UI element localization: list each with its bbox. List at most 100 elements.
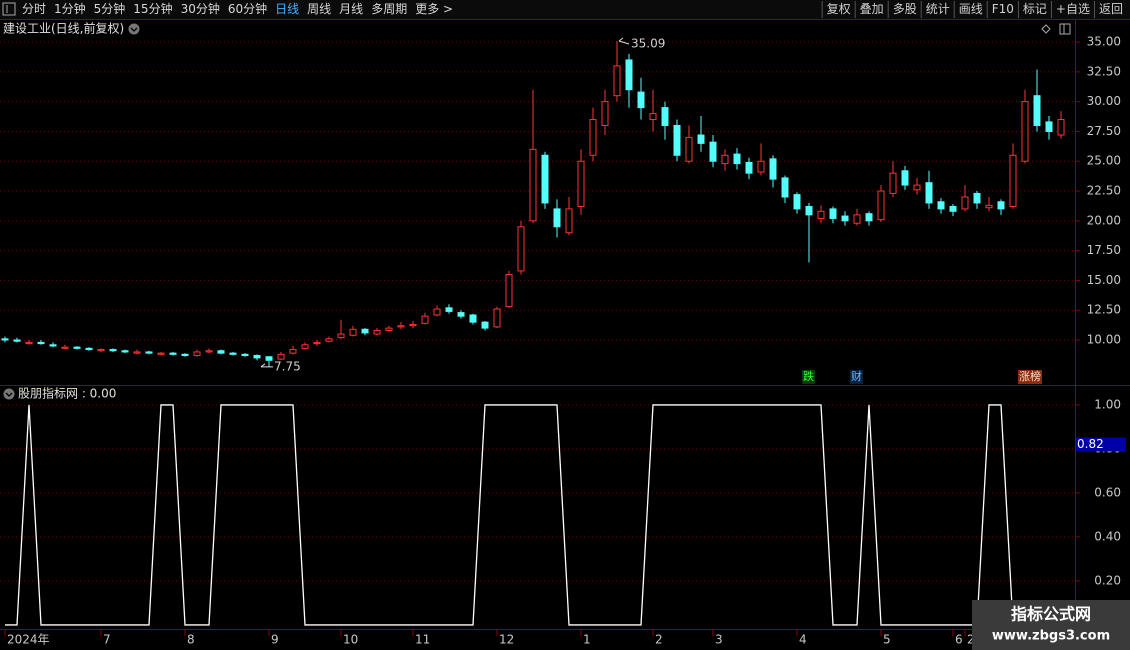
event-tag-bg (850, 370, 863, 384)
toolbar-button[interactable]: 复权 (827, 2, 851, 16)
candle-body (1021, 101, 1029, 162)
high-label: 35.09 (631, 36, 665, 50)
toolbar-button[interactable]: 返回 (1099, 2, 1123, 16)
toolbar-button[interactable]: 多股 (893, 2, 917, 16)
candle-body (421, 315, 429, 324)
candle-body (433, 308, 441, 316)
x-tick-label: 11 (415, 633, 430, 647)
toolbar-tab[interactable]: 5分钟 (94, 1, 126, 16)
candle-body (193, 351, 201, 357)
toolbar-tab[interactable]: 30分钟 (181, 1, 220, 16)
y-tick-label: 20.00 (1087, 213, 1121, 227)
toolbar-button[interactable]: 统计 (926, 2, 950, 16)
plot: 10.00 12.50 15.00 17.50 20.00 22.50 25.00 27.50… (0, 35, 1126, 647)
candle-body (697, 134, 705, 144)
candle-body (481, 321, 489, 329)
y-tick-label: 0.20 (1094, 573, 1121, 587)
candle-body (901, 170, 909, 186)
menu-icon[interactable] (2, 2, 16, 16)
x-tick-label: 2024年 (7, 633, 50, 647)
candle-body (565, 208, 573, 234)
toolbar-tab[interactable]: 日线 (275, 2, 299, 16)
candle-body (781, 177, 789, 198)
candle-body (157, 352, 165, 355)
toolbar-button[interactable]: 标记 (1023, 2, 1047, 16)
candle-body (229, 352, 237, 355)
candle-body (349, 328, 357, 336)
y-tick-label: 35.00 (1087, 35, 1121, 49)
y-tick-label: 27.50 (1087, 124, 1121, 138)
toolbar-tab[interactable]: 分时 (22, 2, 46, 16)
candle-body (1045, 121, 1053, 132)
dropdown-icon[interactable] (128, 23, 140, 35)
candle-body (217, 350, 225, 354)
candle-body (865, 213, 873, 222)
candle-body (493, 308, 501, 328)
toolbar-tab[interactable]: 60分钟 (228, 1, 267, 16)
candle-body (973, 192, 981, 204)
toolbar-tab[interactable]: 月线 (339, 2, 363, 16)
dropdown-arrow (130, 27, 138, 32)
candle-body (745, 161, 753, 174)
candle-body (577, 160, 585, 208)
indicator-line (5, 404, 1061, 626)
event-tag[interactable]: 跌 (803, 369, 814, 383)
candle-body (517, 226, 525, 272)
event-tag[interactable]: 涨榜 (1019, 369, 1041, 383)
candle-body (277, 353, 285, 360)
candle-body (1009, 154, 1017, 208)
watermark-url: www.zbgs3.com (992, 629, 1110, 644)
dropdown-icon[interactable] (3, 388, 15, 400)
x-tick-label: 6 (955, 633, 963, 647)
candle-body (13, 339, 21, 342)
x-tick-label: 10 (343, 633, 358, 647)
event-tag[interactable]: 财 (851, 369, 862, 383)
toolbar-tab[interactable]: 15分钟 (133, 1, 172, 16)
candle-body (793, 194, 801, 210)
diamond-icon[interactable] (1041, 24, 1051, 34)
candle-body (961, 196, 969, 210)
toolbar-tab[interactable]: 周线 (307, 2, 331, 16)
candle-body (121, 350, 129, 353)
x-tick-label: 3 (715, 633, 723, 647)
candle-body (877, 190, 885, 221)
chart-title: 建设工业(日线,前复权) (3, 21, 124, 36)
toolbar-tab[interactable]: 1分钟 (54, 1, 86, 16)
event-tag-bg (802, 370, 815, 384)
toolbar-tab[interactable]: 多周期 (371, 2, 407, 16)
candle-body (37, 341, 45, 345)
candle-body (73, 346, 81, 349)
high-arrow (618, 37, 630, 45)
candle-body (301, 344, 309, 349)
candle-body (649, 113, 657, 121)
toolbar-button[interactable]: F10 (992, 2, 1014, 16)
candle-body (85, 347, 93, 351)
candle-body (133, 351, 141, 354)
x-tick-label: 12 (499, 633, 514, 647)
toolbar-tab[interactable]: 更多 > (415, 2, 453, 16)
current-value-box (1076, 437, 1126, 452)
candle-body (985, 204, 993, 209)
candle-body (769, 158, 777, 180)
candle-body (673, 124, 681, 156)
candle-body (169, 352, 177, 355)
toolbar-button[interactable]: 画线 (959, 2, 983, 16)
toolbar-button[interactable]: +自选 (1056, 2, 1090, 16)
toolbar-bg (0, 0, 1130, 19)
candle-body (949, 206, 957, 212)
y-tick-label: 0.40 (1094, 529, 1121, 543)
event-tag-bg (1018, 370, 1042, 384)
candle-body (109, 349, 117, 352)
toolbar-button[interactable]: 叠加 (860, 2, 884, 16)
candle-body (637, 91, 645, 109)
candle-body (253, 355, 261, 359)
y-tick-label: 17.50 (1087, 243, 1121, 257)
panel-icon[interactable] (1059, 23, 1071, 35)
x-tick-label: 8 (187, 633, 195, 647)
candle-body (529, 148, 537, 222)
candle-body (997, 201, 1005, 210)
y-tick-label: 1.00 (1094, 397, 1121, 411)
candle-body (1033, 95, 1041, 126)
candle-body (613, 65, 621, 97)
candle-body (1, 338, 9, 341)
